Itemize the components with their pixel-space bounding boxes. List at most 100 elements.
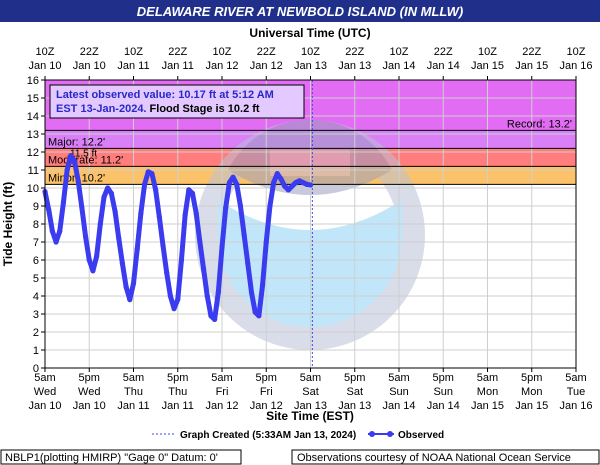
bottom-tick-label-date: Jan 16: [559, 400, 592, 412]
observed-point: [200, 266, 207, 272]
observed-point: [141, 181, 148, 187]
observed-point: [234, 181, 240, 187]
top-tick-label-time: 22Z: [80, 46, 99, 58]
y-tick-label: 11: [28, 165, 39, 177]
observed-point: [49, 228, 55, 234]
observed-point: [274, 171, 280, 177]
top-tick-label-date: Jan 15: [515, 60, 548, 72]
observed-point: [75, 178, 81, 184]
bottom-tick-label-day: Tue: [567, 386, 586, 398]
latest-value-box: Latest observed value: 10.17 ft at 5:12 …: [49, 84, 305, 119]
legend-observed-marker-2: [387, 431, 393, 437]
bottom-tick-label-time: 5am: [123, 372, 144, 384]
bottom-tick-label-day: Wed: [78, 386, 100, 398]
observed-point: [94, 253, 100, 259]
footer-right-box: [291, 449, 600, 465]
latest-value-flood-stage: Flood Stage is 10.2 ft: [147, 103, 260, 115]
x-axis-title: Site Time (EST): [266, 409, 354, 423]
bottom-tick-label-date: Jan 11: [117, 400, 149, 412]
legend-observed-marker: [369, 431, 375, 437]
observed-point: [71, 158, 78, 164]
observed-point: [215, 289, 221, 295]
observed-point: [278, 176, 284, 182]
observed-point: [86, 257, 92, 263]
observed-point: [127, 297, 133, 303]
observed-point: [97, 221, 103, 227]
observed-point: [197, 239, 203, 245]
y-tick-label: 8: [33, 219, 39, 231]
y-tick-label: 16: [27, 75, 39, 87]
observed-point: [230, 174, 236, 180]
observed-point: [223, 205, 229, 211]
observed-point: [212, 316, 218, 322]
observed-point: [153, 187, 159, 193]
bottom-tick-label-date: Jan 11: [162, 400, 194, 412]
y-tick-label: 14: [27, 111, 39, 123]
top-tick-label-date: Jan 11: [162, 60, 194, 72]
bottom-tick-label-date: Jan 12: [250, 400, 283, 412]
bottom-tick-label-day: Sat: [302, 386, 319, 398]
observed-point: [267, 203, 273, 209]
top-tick-label-date: Jan 12: [250, 60, 283, 72]
observed-point: [46, 207, 52, 213]
top-tick-label-time: 10Z: [390, 46, 409, 58]
y-tick-label: 9: [33, 201, 39, 213]
y-tick-label: 1: [33, 345, 39, 357]
footer-right-text: Observations courtesy of NOAA National O…: [297, 452, 571, 464]
top-tick-label-time: 10Z: [36, 46, 55, 58]
bottom-tick-label-day: Fri: [260, 386, 273, 398]
top-tick-label-date: Jan 16: [559, 60, 592, 72]
bottom-tick-label-day: Thu: [168, 386, 187, 398]
y-tick-label: 15: [27, 93, 39, 105]
observed-point: [108, 190, 114, 196]
top-tick-label-time: 22Z: [434, 46, 453, 58]
top-tick-label-date: Jan 10: [28, 60, 61, 72]
observed-point: [252, 309, 258, 315]
observed-point: [130, 280, 137, 286]
bottom-tick-label-date: Jan 14: [427, 400, 460, 412]
observed-point: [241, 232, 247, 238]
observed-point: [101, 194, 107, 200]
bottom-tick-label-time: 5am: [211, 372, 232, 384]
bottom-tick-label-day: Mon: [521, 386, 542, 398]
footer-left-box: [0, 449, 242, 465]
top-tick-label-date: Jan 15: [471, 60, 504, 72]
observed-point: [57, 228, 63, 234]
top-time-axis: 10Z Jan 10 22Z Jan 10 10Z Jan 11 22Z Jan 11 10Z J…: [28, 46, 593, 80]
observed-point: [64, 167, 70, 173]
flood-band-label-0: Record: 13.2': [507, 118, 572, 130]
observed-point: [53, 239, 59, 245]
observed-point: [138, 210, 144, 216]
top-tick-label-date: Jan 11: [117, 60, 149, 72]
observed-point: [219, 244, 225, 250]
top-tick-label-time: 10Z: [567, 46, 586, 58]
top-tick-label-time: 22Z: [522, 46, 541, 58]
top-tick-label-time: 10Z: [478, 46, 497, 58]
observed-point: [90, 268, 96, 274]
bottom-tick-label-date: Jan 15: [471, 400, 504, 412]
top-tick-label-date: Jan 12: [205, 60, 238, 72]
observed-point: [68, 153, 74, 159]
observed-point: [208, 313, 214, 319]
observed-point: [285, 187, 291, 193]
y-tick-label: 5: [33, 273, 39, 285]
top-tick-label-time: 10Z: [301, 46, 320, 58]
bottom-tick-label-date: Jan 13: [294, 400, 327, 412]
observed-point: [263, 239, 269, 245]
observed-point: [123, 284, 129, 290]
observed-point: [149, 171, 155, 177]
y-tick-label: 13: [27, 129, 39, 141]
observed-point: [112, 208, 118, 214]
top-tick-label-time: 22Z: [257, 46, 276, 58]
observed-point: [167, 293, 173, 299]
observed-point: [259, 282, 266, 288]
observed-point: [245, 261, 251, 267]
bottom-tick-label-day: Sat: [346, 386, 363, 398]
bottom-tick-label-day: Thu: [124, 386, 143, 398]
bottom-tick-label-time: 5am: [34, 372, 55, 384]
flood-band-label-1: Major: 12.2': [48, 136, 105, 148]
bottom-tick-label-day: Fri: [216, 386, 229, 398]
bottom-tick-label-date: Jan 13: [338, 400, 371, 412]
